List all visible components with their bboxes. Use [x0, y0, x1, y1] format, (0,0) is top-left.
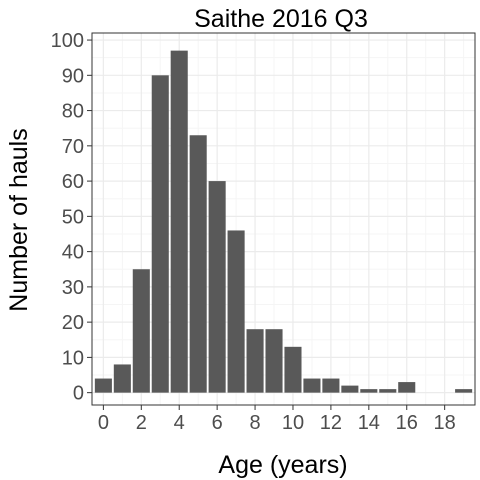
x-tick-label: 2: [136, 412, 147, 434]
bar-age-12: [322, 378, 340, 393]
x-tick-label: 4: [174, 412, 185, 434]
bar-age-5: [189, 135, 207, 393]
bar-age-2: [132, 269, 150, 393]
y-tick-label: 70: [62, 136, 84, 158]
x-tick-label: 18: [434, 412, 456, 434]
bar-age-1: [113, 364, 131, 393]
bar-age-13: [341, 385, 359, 393]
bar-age-9: [265, 329, 283, 393]
bars: [94, 50, 473, 393]
y-tick-label: 20: [62, 312, 84, 334]
bar-age-10: [284, 346, 302, 393]
x-tick-label: 12: [320, 412, 342, 434]
x-tick-label: 14: [358, 412, 380, 434]
x-axis-title: Age (years): [218, 451, 347, 479]
y-tick-label: 90: [62, 65, 84, 87]
x-tick-label: 6: [212, 412, 223, 434]
bar-age-0: [94, 378, 112, 393]
bar-age-14: [360, 389, 378, 393]
y-tick-label: 40: [62, 242, 84, 264]
x-tick-label: 8: [249, 412, 260, 434]
bar-age-7: [227, 230, 245, 393]
bar-age-3: [151, 75, 169, 393]
chart-title: Saithe 2016 Q3: [194, 5, 368, 33]
panel-border: [91, 32, 476, 406]
x-tick-label: 10: [282, 412, 304, 434]
y-tick-label: 0: [73, 383, 84, 405]
bar-age-11: [303, 378, 321, 393]
bar-age-8: [246, 329, 264, 393]
y-tick-label: 10: [62, 347, 84, 369]
bar-age-15: [379, 389, 397, 393]
y-tick-label: 100: [51, 30, 84, 52]
bar-age-4: [170, 50, 188, 393]
y-tick-label: 30: [62, 277, 84, 299]
bar-age-6: [208, 181, 226, 393]
bar-age-16: [398, 382, 416, 393]
x-tick-label: 0: [98, 412, 109, 434]
y-tick-label: 50: [62, 206, 84, 228]
major-grid: [92, 33, 475, 405]
y-axis-ticks: 0 10 20 30 40 50 60 70 80 90 100: [51, 30, 92, 405]
x-axis-ticks: 0 2 4 6 8 10 12 14 16 18: [98, 405, 456, 434]
x-tick-label: 16: [396, 412, 418, 434]
y-tick-label: 60: [62, 171, 84, 193]
y-tick-label: 80: [62, 101, 84, 123]
y-axis-title: Number of hauls: [5, 128, 33, 311]
minor-grid: [92, 33, 475, 405]
bar-age-19: [455, 389, 473, 393]
